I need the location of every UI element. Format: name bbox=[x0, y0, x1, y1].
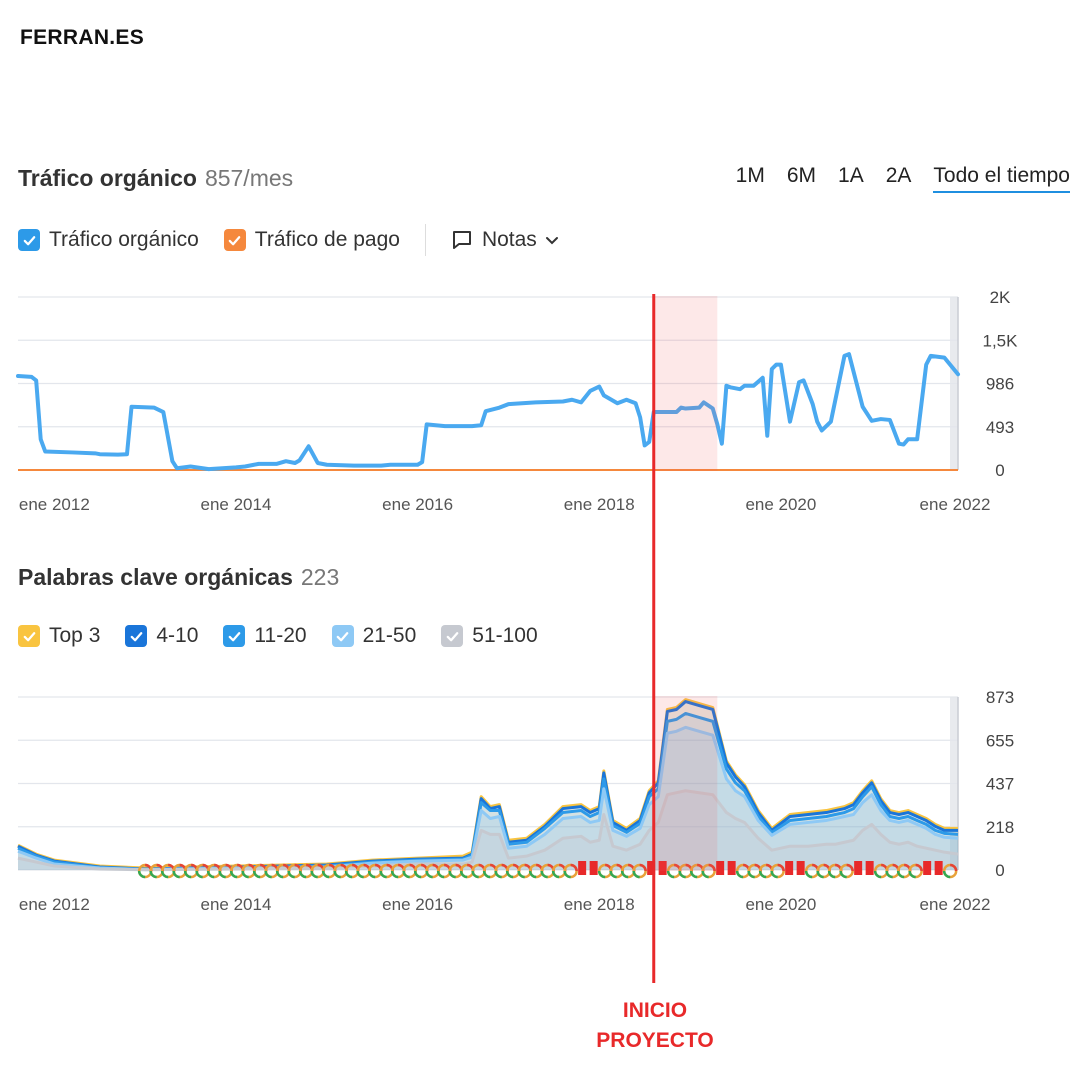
y-tick-label: 218 bbox=[986, 818, 1014, 837]
update-marker-icon[interactable] bbox=[942, 863, 958, 879]
y-tick-label: 873 bbox=[986, 688, 1014, 707]
range-2y[interactable]: 2A bbox=[885, 164, 912, 187]
x-tick-label: ene 2022 bbox=[920, 895, 991, 914]
range-all-time[interactable]: Todo el tiempo bbox=[933, 164, 1070, 193]
range-1y[interactable]: 1A bbox=[838, 164, 864, 187]
update-marker-icon[interactable] bbox=[589, 861, 598, 875]
update-marker-icon[interactable] bbox=[563, 863, 578, 879]
legend-top3[interactable]: Top 3 bbox=[18, 624, 100, 648]
update-marker-icon[interactable] bbox=[770, 863, 785, 879]
update-marker-icon[interactable] bbox=[796, 861, 805, 875]
legend-4-10[interactable]: 4-10 bbox=[125, 624, 198, 648]
update-marker-icon[interactable] bbox=[578, 861, 587, 875]
series-21-50-area bbox=[18, 727, 958, 870]
x-tick-label: ene 2012 bbox=[19, 495, 90, 514]
x-tick-label: ene 2020 bbox=[745, 495, 816, 514]
update-marker-icon[interactable] bbox=[727, 861, 736, 875]
checkbox-icon[interactable] bbox=[441, 625, 464, 647]
keywords-chart: 0 218 437 655 873 ene 2012 ene 2014 ene 2016 ene… bbox=[17, 688, 1014, 914]
y-tick-label: 655 bbox=[986, 731, 1014, 750]
legend-organic-traffic[interactable]: Tráfico orgánico bbox=[18, 228, 199, 252]
time-range-selector: 1M 6M 1A 2A Todo el tiempo bbox=[736, 164, 1070, 193]
checkbox-icon[interactable] bbox=[331, 625, 354, 647]
keywords-count: 223 bbox=[300, 564, 340, 590]
update-marker-icon[interactable] bbox=[716, 861, 725, 875]
update-marker-icon[interactable] bbox=[785, 861, 794, 875]
x-tick-label: ene 2014 bbox=[201, 895, 272, 914]
keywords-title-label: Palabras clave orgánicas bbox=[18, 564, 293, 590]
legend-label: Tráfico orgánico bbox=[49, 228, 199, 251]
y-tick-label: 1,5K bbox=[983, 331, 1019, 350]
keywords-title: Palabras clave orgánicas 223 bbox=[18, 564, 339, 591]
traffic-legend: Tráfico orgánico Tráfico de pago Notas bbox=[18, 224, 559, 256]
divider bbox=[424, 224, 426, 256]
comment-icon bbox=[452, 231, 471, 249]
y-tick-label: 2K bbox=[990, 288, 1011, 307]
update-marker-icon[interactable] bbox=[908, 863, 923, 879]
series-4-10-area bbox=[18, 701, 958, 870]
legend-51-100[interactable]: 51-100 bbox=[441, 624, 538, 648]
series-21-50 bbox=[17, 725, 959, 872]
chevron-down-icon bbox=[545, 237, 558, 245]
legend-label: Tráfico de pago bbox=[254, 228, 400, 251]
series-51-100-area bbox=[18, 790, 958, 870]
update-marker-icon[interactable] bbox=[934, 861, 943, 875]
notes-dropdown[interactable]: Notas bbox=[450, 228, 559, 252]
brand-logo: FERRAN.ES bbox=[20, 26, 145, 49]
traffic-chart: 0 493 986 1,5K 2K ene 2012 ene 2014 ene 2016 ene… bbox=[16, 288, 1019, 514]
y-tick-label: 0 bbox=[995, 861, 1004, 880]
legend-label: Top 3 bbox=[49, 624, 101, 647]
update-marker-icon[interactable] bbox=[647, 861, 656, 875]
y-tick-label: 493 bbox=[986, 418, 1014, 437]
annotation-line2: PROYECTO bbox=[596, 1029, 714, 1052]
legend-label: 21-50 bbox=[362, 624, 417, 647]
update-marker-icon[interactable] bbox=[658, 861, 667, 875]
series-11-20-area bbox=[18, 713, 958, 870]
update-marker-icon[interactable] bbox=[923, 861, 932, 875]
checkbox-icon[interactable] bbox=[18, 229, 40, 251]
y-tick-label: 986 bbox=[986, 375, 1014, 394]
checkbox-icon[interactable] bbox=[223, 625, 246, 647]
update-marker-icon[interactable] bbox=[865, 861, 874, 875]
keywords-legend: Top 3 4-10 11-20 21-50 51-100 bbox=[18, 624, 563, 648]
x-tick-label: ene 2020 bbox=[745, 895, 816, 914]
traffic-count: 857/mes bbox=[204, 165, 294, 191]
legend-label: 51-100 bbox=[472, 624, 538, 647]
notes-label: Notas bbox=[481, 228, 537, 251]
y-tick-label: 437 bbox=[986, 775, 1014, 794]
traffic-title: Tráfico orgánico 857/mes bbox=[18, 165, 293, 192]
annotation-line1: INICIO bbox=[622, 999, 688, 1022]
x-tick-label: ene 2016 bbox=[382, 495, 453, 514]
update-marker-icon[interactable] bbox=[854, 861, 863, 875]
legend-11-20[interactable]: 11-20 bbox=[223, 624, 307, 648]
update-marker-icon[interactable] bbox=[839, 863, 854, 879]
x-tick-label: ene 2018 bbox=[564, 495, 635, 514]
project-start-label: INICIO PROYECTO bbox=[560, 996, 750, 1056]
checkbox-icon[interactable] bbox=[223, 229, 246, 251]
update-marker-icon[interactable] bbox=[701, 863, 716, 879]
series-top3-area bbox=[18, 699, 958, 870]
y-tick-label: 0 bbox=[995, 461, 1004, 480]
series-organic-traffic bbox=[16, 352, 960, 472]
traffic-title-label: Tráfico orgánico bbox=[18, 165, 197, 191]
x-tick-label: ene 2022 bbox=[920, 495, 991, 514]
legend-21-50[interactable]: 21-50 bbox=[331, 624, 417, 648]
checkbox-icon[interactable] bbox=[125, 625, 148, 647]
legend-paid-traffic[interactable]: Tráfico de pago bbox=[223, 228, 400, 252]
x-tick-label: ene 2014 bbox=[201, 495, 272, 514]
range-1m[interactable]: 1M bbox=[735, 164, 765, 187]
x-tick-label: ene 2012 bbox=[19, 895, 90, 914]
legend-label: 11-20 bbox=[254, 624, 307, 647]
range-6m[interactable]: 6M bbox=[786, 164, 817, 187]
checkbox-icon[interactable] bbox=[18, 625, 40, 647]
x-tick-label: ene 2018 bbox=[564, 895, 635, 914]
legend-label: 4-10 bbox=[156, 624, 199, 647]
update-marker-icon[interactable] bbox=[632, 863, 647, 879]
x-tick-label: ene 2016 bbox=[382, 895, 453, 914]
